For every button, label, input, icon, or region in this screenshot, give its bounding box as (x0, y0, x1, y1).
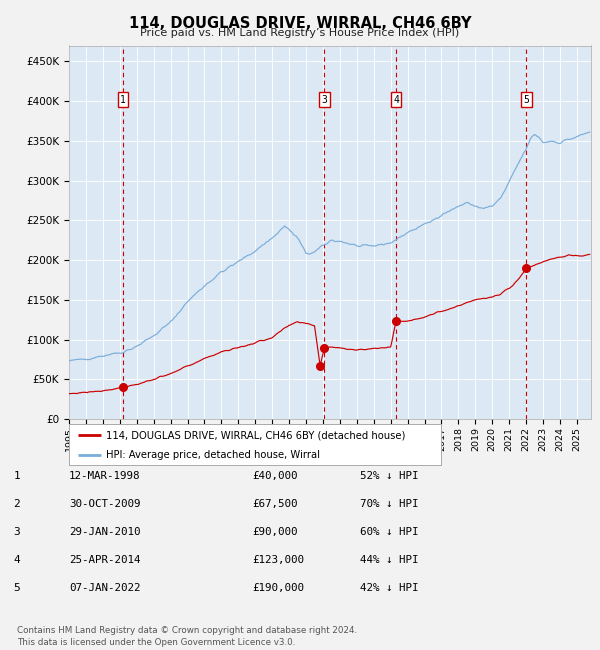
Text: 29-JAN-2010: 29-JAN-2010 (69, 526, 140, 537)
Text: 114, DOUGLAS DRIVE, WIRRAL, CH46 6BY: 114, DOUGLAS DRIVE, WIRRAL, CH46 6BY (129, 16, 471, 31)
Text: 07-JAN-2022: 07-JAN-2022 (69, 582, 140, 593)
Text: Contains HM Land Registry data © Crown copyright and database right 2024.
This d: Contains HM Land Registry data © Crown c… (17, 626, 357, 647)
Text: 70% ↓ HPI: 70% ↓ HPI (360, 499, 419, 509)
Text: £123,000: £123,000 (252, 554, 304, 565)
Text: 12-MAR-1998: 12-MAR-1998 (69, 471, 140, 481)
Text: 60% ↓ HPI: 60% ↓ HPI (360, 526, 419, 537)
Text: 3: 3 (322, 95, 327, 105)
Text: 114, DOUGLAS DRIVE, WIRRAL, CH46 6BY (detached house): 114, DOUGLAS DRIVE, WIRRAL, CH46 6BY (de… (106, 430, 406, 440)
Text: £67,500: £67,500 (252, 499, 298, 509)
Text: £40,000: £40,000 (252, 471, 298, 481)
Text: 5: 5 (13, 582, 20, 593)
Text: 1: 1 (13, 471, 20, 481)
Text: 3: 3 (13, 526, 20, 537)
Text: Price paid vs. HM Land Registry’s House Price Index (HPI): Price paid vs. HM Land Registry’s House … (140, 28, 460, 38)
Text: 4: 4 (13, 554, 20, 565)
Text: 52% ↓ HPI: 52% ↓ HPI (360, 471, 419, 481)
Text: £90,000: £90,000 (252, 526, 298, 537)
Text: 44% ↓ HPI: 44% ↓ HPI (360, 554, 419, 565)
Text: 25-APR-2014: 25-APR-2014 (69, 554, 140, 565)
Text: 4: 4 (393, 95, 399, 105)
Text: £190,000: £190,000 (252, 582, 304, 593)
Text: 1: 1 (120, 95, 126, 105)
Text: 42% ↓ HPI: 42% ↓ HPI (360, 582, 419, 593)
Text: 30-OCT-2009: 30-OCT-2009 (69, 499, 140, 509)
Text: 2: 2 (13, 499, 20, 509)
Text: HPI: Average price, detached house, Wirral: HPI: Average price, detached house, Wirr… (106, 450, 320, 460)
Text: 5: 5 (523, 95, 529, 105)
